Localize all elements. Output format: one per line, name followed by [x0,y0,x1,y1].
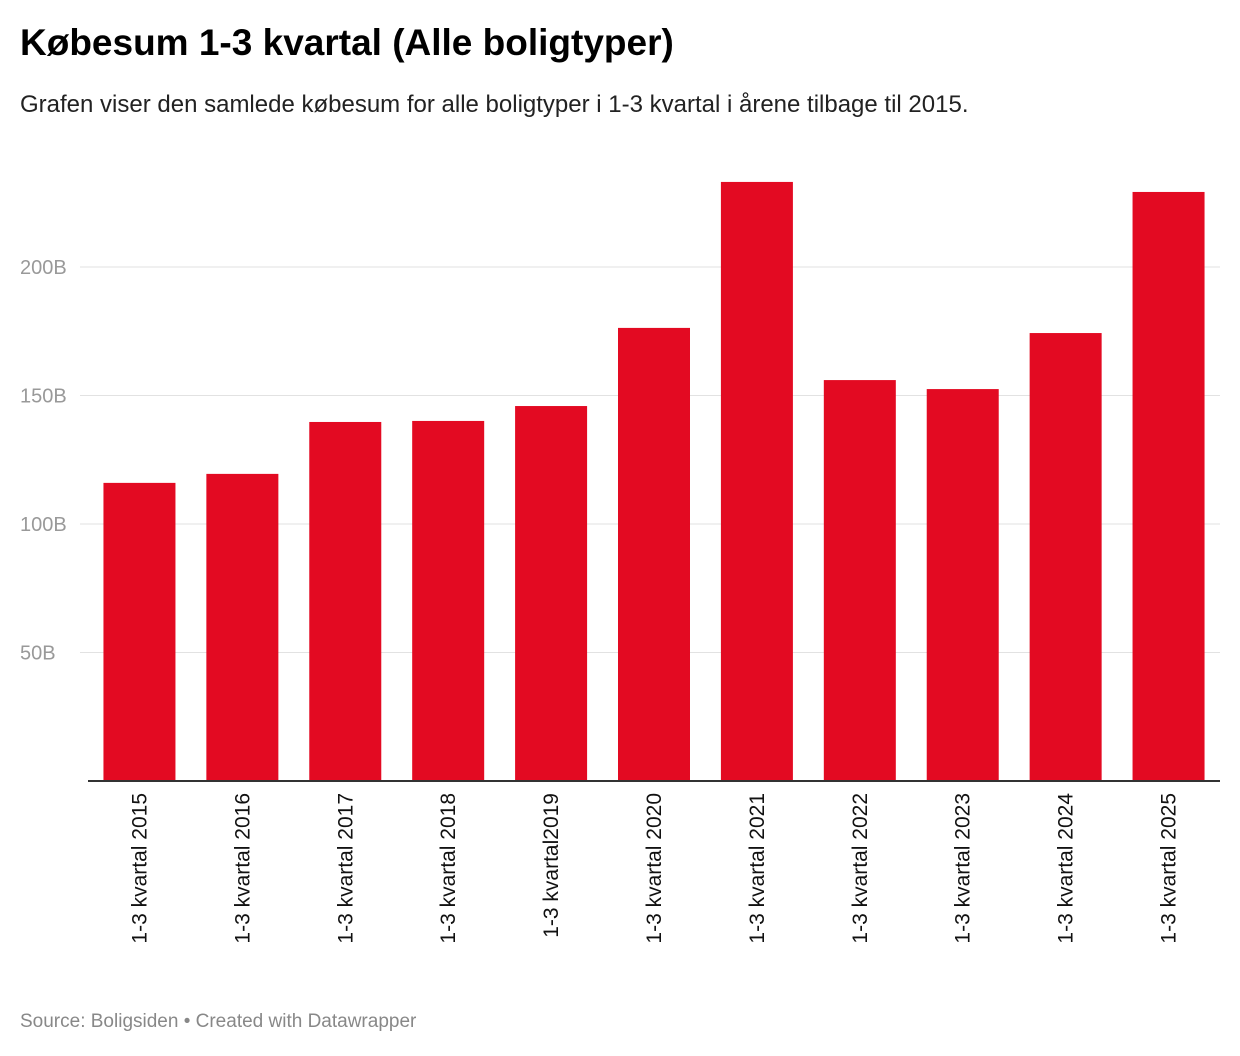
bar [103,482,176,781]
x-tick-label: 1-3 kvartal 2020 [643,793,666,944]
bar [720,181,793,782]
x-tick-label: 1-3 kvartal 2021 [746,793,769,944]
x-tick-label: 1-3 kvartal 2018 [437,793,460,944]
y-tick-label: 100B [20,514,67,536]
x-tick-label: 1-3 kvartal 2015 [128,793,151,944]
x-tick-label: 1-3 kvartal 2023 [952,793,975,944]
source-footer: Source: Boligsiden • Created with Datawr… [20,1011,417,1032]
bar [412,420,485,781]
x-tick-label: 1-3 kvartal 2016 [231,793,254,944]
bar [309,421,382,781]
x-tick-label: 1-3 kvartal 2025 [1158,793,1181,944]
x-tick-label: 1-3 kvartal 2017 [334,793,357,944]
y-tick-label: 150B [20,386,67,408]
bar [515,406,588,781]
bar [1029,333,1102,781]
x-tick-label: 1-3 kvartal2019 [540,793,563,938]
y-tick-label: 200B [20,257,67,279]
chart-title: Købesum 1-3 kvartal (Alle boligtyper) [20,22,674,63]
bar [206,473,279,781]
x-tick-label: 1-3 kvartal 2024 [1055,793,1078,944]
bar [618,327,690,781]
y-tick-label: 50B [20,643,56,665]
x-tick-label: 1-3 kvartal 2022 [849,793,872,944]
bar [823,380,896,781]
bar [926,389,999,781]
bar [1132,191,1205,781]
chart-subtitle: Grafen viser den samlede købesum for all… [20,91,969,118]
